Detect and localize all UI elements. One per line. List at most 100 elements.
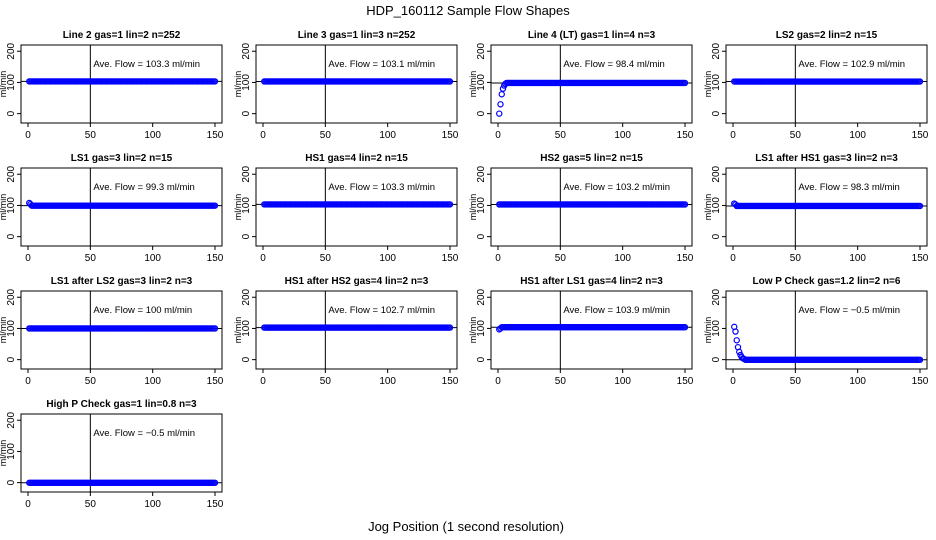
- y-tick-label: 200: [6, 411, 17, 428]
- data-points: [261, 78, 454, 85]
- data-point: [916, 202, 924, 210]
- plot-frame: [490, 167, 693, 247]
- y-tick-label: 0: [476, 233, 487, 239]
- x-tick-label: 100: [144, 130, 161, 141]
- x-tick-label: 50: [790, 130, 802, 141]
- plot-frame: [490, 290, 693, 370]
- x-tick-label: 150: [677, 253, 694, 264]
- data-point: [446, 201, 454, 208]
- average-flow-annotation: Ave. Flow = 103.3 ml/min: [328, 182, 435, 193]
- panel-title: Line 3 gas=1 lin=3 n=252: [298, 30, 416, 41]
- x-tick-label: 0: [730, 376, 736, 387]
- panel-3: Line 4 (LT) gas=1 lin=4 n=3 0 50 100 150 0 100…: [468, 30, 694, 141]
- y-tick-label: 200: [711, 288, 722, 305]
- x-tick-label: 50: [85, 253, 97, 264]
- data-points: [261, 324, 454, 331]
- y-axis-label: ml/min: [468, 71, 478, 98]
- y-tick-label: 100: [6, 443, 17, 460]
- plot-frame: [255, 167, 458, 247]
- x-tick-label: 150: [442, 253, 459, 264]
- data-point: [211, 479, 219, 486]
- data-point: [736, 348, 743, 356]
- x-tick-label: 150: [912, 253, 929, 264]
- y-axis-label: ml/min: [468, 317, 478, 344]
- data-points: [26, 479, 219, 486]
- y-axis-label: ml/min: [233, 317, 243, 344]
- data-point: [916, 78, 924, 85]
- y-tick-label: 100: [711, 74, 722, 91]
- panel-title: LS1 gas=3 lin=2 n=15: [71, 153, 173, 164]
- x-tick-label: 150: [677, 130, 694, 141]
- x-tick-label: 50: [790, 376, 802, 387]
- x-tick-label: 50: [320, 253, 332, 264]
- x-tick-label: 0: [730, 253, 736, 264]
- y-tick-label: 200: [241, 165, 252, 182]
- x-tick-label: 150: [207, 130, 224, 141]
- y-axis-label: ml/min: [233, 194, 243, 221]
- x-tick-label: 50: [555, 130, 567, 141]
- y-tick-label: 200: [6, 42, 17, 59]
- x-tick-label: 50: [85, 130, 97, 141]
- panel-title: Line 2 gas=1 lin=2 n=252: [63, 30, 181, 41]
- data-point: [211, 202, 219, 209]
- y-axis-label: ml/min: [233, 71, 243, 98]
- average-flow-annotation: Ave. Flow = 99.3 ml/min: [93, 182, 194, 193]
- plot-frame: [20, 413, 223, 493]
- x-tick-label: 100: [614, 130, 631, 141]
- y-tick-label: 100: [711, 197, 722, 214]
- x-tick-label: 150: [207, 376, 224, 387]
- x-tick-label: 100: [144, 499, 161, 510]
- y-tick-label: 0: [476, 356, 487, 362]
- average-flow-annotation: Ave. Flow = 103.3 ml/min: [93, 59, 200, 70]
- x-tick-label: 100: [379, 130, 396, 141]
- y-tick-label: 0: [241, 356, 252, 362]
- panel-title: HS2 gas=5 lin=2 n=15: [540, 153, 643, 164]
- y-axis-label: ml/min: [0, 440, 8, 467]
- panel-8: LS1 after HS1 gas=3 lin=2 n=3 0 50 100 150 0 1…: [703, 153, 929, 264]
- panel-title: LS1 after HS1 gas=3 lin=2 n=3: [755, 153, 898, 164]
- x-tick-label: 0: [260, 376, 266, 387]
- x-tick-label: 50: [85, 499, 97, 510]
- panel-6: HS1 gas=4 lin=2 n=15 0 50 100 150 0 100 200 ml/m…: [233, 153, 459, 264]
- plot-frame: [20, 290, 223, 370]
- data-point: [446, 78, 454, 85]
- y-tick-label: 0: [6, 479, 17, 485]
- average-flow-annotation: Ave. Flow = 102.9 ml/min: [798, 59, 905, 70]
- y-tick-label: 200: [241, 288, 252, 305]
- x-tick-label: 0: [260, 253, 266, 264]
- y-tick-label: 0: [711, 110, 722, 116]
- x-tick-label: 100: [849, 130, 866, 141]
- panel-title: High P Check gas=1 lin=0.8 n=3: [46, 399, 197, 410]
- average-flow-annotation: Ave. Flow = 102.7 ml/min: [328, 305, 435, 316]
- x-tick-label: 0: [495, 376, 501, 387]
- panel-13: High P Check gas=1 lin=0.8 n=3 0 50 100 150 0…: [0, 399, 224, 510]
- y-tick-label: 0: [6, 233, 17, 239]
- average-flow-annotation: Ave. Flow = 98.3 ml/min: [798, 182, 899, 193]
- data-point: [732, 328, 739, 335]
- x-tick-label: 0: [25, 376, 31, 387]
- panel-10: HS1 after HS2 gas=4 lin=2 n=3 0 50 100 150 0 1…: [233, 276, 459, 387]
- plot-frame: [725, 44, 928, 124]
- panel-title: Line 4 (LT) gas=1 lin=4 n=3: [528, 30, 656, 41]
- y-tick-label: 100: [6, 320, 17, 337]
- y-tick-label: 0: [241, 110, 252, 116]
- y-tick-label: 100: [476, 320, 487, 337]
- y-tick-label: 200: [6, 165, 17, 182]
- y-tick-label: 200: [6, 288, 17, 305]
- data-point: [681, 324, 689, 331]
- average-flow-annotation: Ave. Flow = 103.9 ml/min: [563, 305, 670, 316]
- panel-title: HS1 gas=4 lin=2 n=15: [305, 153, 408, 164]
- x-tick-label: 150: [442, 130, 459, 141]
- data-points: [731, 78, 924, 85]
- data-points: [26, 325, 219, 332]
- data-points: [496, 201, 689, 208]
- x-tick-label: 100: [379, 253, 396, 264]
- panel-2: Line 3 gas=1 lin=3 n=252 0 50 100 150 0 100 200…: [233, 30, 459, 141]
- average-flow-annotation: Ave. Flow = −0.5 ml/min: [93, 428, 195, 439]
- x-tick-label: 100: [144, 253, 161, 264]
- x-tick-label: 150: [912, 130, 929, 141]
- panel-title: LS2 gas=2 lin=2 n=15: [776, 30, 878, 41]
- panel-1: Line 2 gas=1 lin=2 n=252 0 50 100 150 0 100 200…: [0, 30, 224, 141]
- panel-title: HS1 after LS1 gas=4 lin=2 n=3: [520, 276, 663, 287]
- panel-4: LS2 gas=2 lin=2 n=15 0 50 100 150 0 100 200 ml/m…: [703, 30, 929, 141]
